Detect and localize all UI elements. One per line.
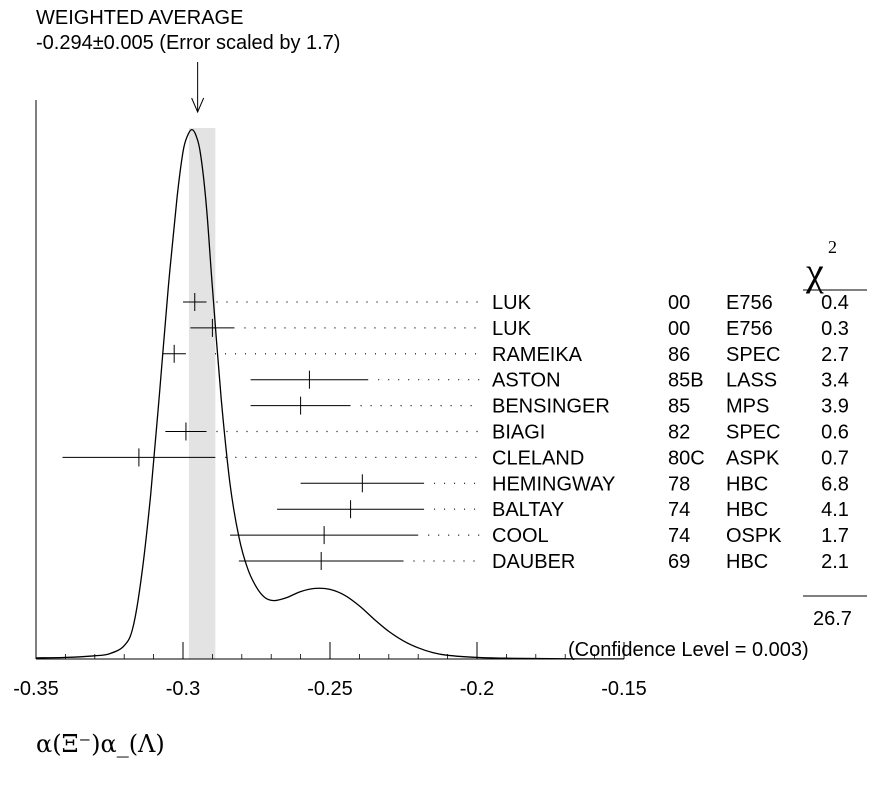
measurement-author: HEMINGWAY [492, 473, 615, 495]
measurement-technique: OSPK [726, 525, 782, 547]
measurement-author: LUK [492, 318, 532, 340]
x-tick-label: -0.35 [13, 678, 59, 700]
measurement-row: HEMINGWAY 78 HBC 6.8 [300, 473, 849, 495]
measurement-year: 69 [668, 551, 690, 573]
measurement-author: BENSINGER [492, 396, 610, 418]
measurement-author: DAUBER [492, 551, 575, 573]
measurement-author: BALTAY [492, 499, 564, 521]
measurement-row: ASTON 85B LASS 3.4 [250, 370, 849, 392]
measurement-technique: E756 [726, 318, 773, 340]
chart-subtitle: -0.294±0.005 (Error scaled by 1.7) [36, 32, 340, 54]
measurement-year: 85 [668, 396, 690, 418]
chi2-header-exponent: 2 [828, 237, 837, 257]
measurement-chi2: 3.4 [821, 370, 849, 392]
chart-title: WEIGHTED AVERAGE [36, 7, 243, 29]
weighted-average-arrow [191, 62, 205, 114]
measurement-year: 00 [668, 292, 690, 314]
x-tick-label: -0.15 [601, 678, 647, 700]
measurement-technique: HBC [726, 473, 768, 495]
chi2-header: χ [805, 249, 824, 294]
measurement-author: CLELAND [492, 447, 584, 469]
measurement-chi2: 3.9 [821, 396, 849, 418]
measurement-row: LUK 00 E756 0.3 [190, 318, 849, 340]
measurement-year: 78 [668, 473, 690, 495]
measurement-year: 85B [668, 370, 704, 392]
measurement-row: BENSINGER 85 MPS 3.9 [250, 396, 849, 418]
measurement-year: 00 [668, 318, 690, 340]
measurement-row: DAUBER 69 HBC 2.1 [238, 551, 849, 573]
chi2-total: 26.7 [813, 608, 852, 630]
measurement-year: 74 [668, 499, 690, 521]
measurement-row: BIAGI 82 SPEC 0.6 [165, 422, 849, 444]
measurement-technique: MPS [726, 396, 769, 418]
measurement-year: 74 [668, 525, 690, 547]
x-tick-label: -0.25 [307, 678, 353, 700]
measurement-author: ASTON [492, 370, 561, 392]
weighted-average-band [188, 128, 216, 659]
measurement-author: RAMEIKA [492, 344, 583, 366]
confidence-level: (Confidence Level = 0.003) [568, 639, 809, 661]
ideogram-curve [35, 128, 625, 660]
x-axis-label: α(Ξ⁻)α_(Λ) [36, 730, 165, 758]
measurement-chi2: 4.1 [821, 499, 849, 521]
measurement-row: CLELAND 80C ASPK 0.7 [62, 447, 849, 469]
measurement-row: RAMEIKA 86 SPEC 2.7 [162, 344, 849, 366]
measurement-year: 80C [668, 447, 705, 469]
measurement-row: COOL 74 OSPK 1.7 [230, 525, 849, 547]
measurement-author: BIAGI [492, 422, 545, 444]
measurement-chi2: 2.1 [821, 551, 849, 573]
measurement-technique: HBC [726, 499, 768, 521]
measurement-author: LUK [492, 292, 532, 314]
measurement-technique: SPEC [726, 422, 780, 444]
measurement-technique: SPEC [726, 344, 780, 366]
measurement-technique: HBC [726, 551, 768, 573]
measurement-year: 82 [668, 422, 690, 444]
measurement-technique: LASS [726, 370, 777, 392]
x-tick-label: -0.3 [166, 678, 200, 700]
measurement-technique: ASPK [726, 447, 780, 469]
measurement-author: COOL [492, 525, 549, 547]
measurement-chi2: 1.7 [821, 525, 849, 547]
measurement-row: BALTAY 74 HBC 4.1 [277, 499, 849, 521]
arrow-head [191, 97, 205, 114]
measurement-chi2: 0.3 [821, 318, 849, 340]
measurement-chi2: 0.6 [821, 422, 849, 444]
measurement-chi2: 0.4 [821, 292, 849, 314]
measurement-row: LUK 00 E756 0.4 [183, 292, 849, 314]
x-tick-label: -0.2 [460, 678, 494, 700]
measurement-technique: E756 [726, 292, 773, 314]
measurement-chi2: 2.7 [821, 344, 849, 366]
measurement-chi2: 6.8 [821, 473, 849, 495]
measurement-chi2: 0.7 [821, 447, 849, 469]
measurement-year: 86 [668, 344, 690, 366]
